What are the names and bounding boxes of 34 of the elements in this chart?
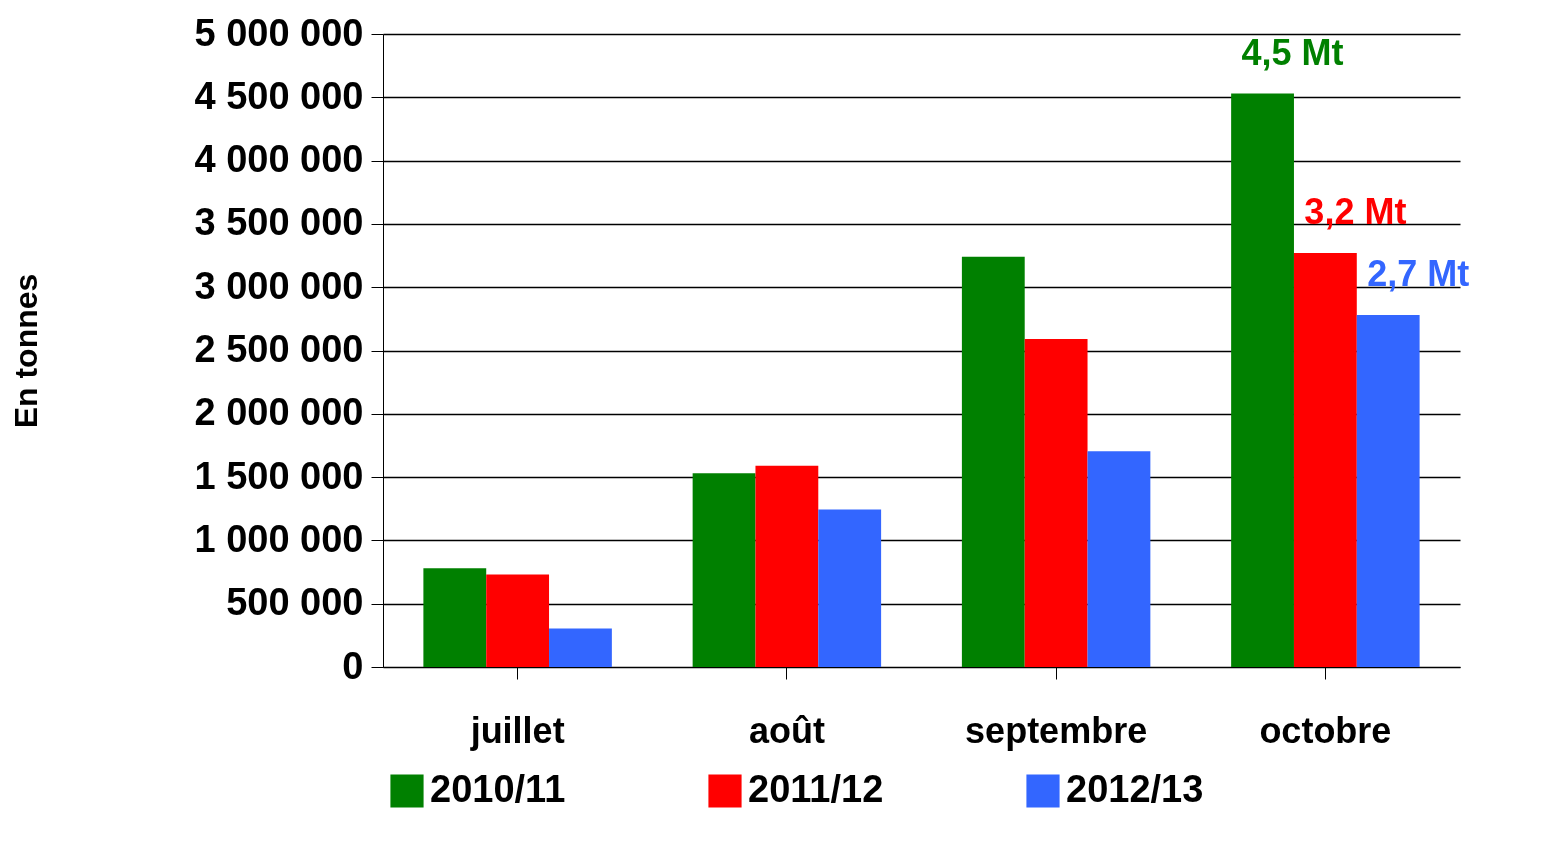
y-tick-label: 2 500 000 — [194, 328, 364, 370]
bar — [755, 465, 819, 667]
x-tick-label: août — [748, 709, 825, 751]
legend-label: 2010/11 — [430, 768, 566, 810]
y-tick-label: 500 000 — [226, 581, 364, 624]
y-tick-label: 4 000 000 — [194, 138, 364, 181]
y-tick-label: 2 000 000 — [194, 391, 364, 434]
y-tick-label: 5 000 000 — [194, 11, 364, 54]
bar — [1293, 253, 1357, 667]
bar — [692, 473, 756, 667]
y-tick-label: 3 000 000 — [194, 264, 364, 307]
bar — [1231, 93, 1294, 667]
annotation: 4,5 Mt — [1241, 31, 1344, 73]
annotation: 2,7 Mt — [1367, 253, 1470, 295]
x-tick-label: juillet — [469, 709, 565, 751]
x-tick-label: septembre — [965, 709, 1148, 751]
y-tick-label: 4 500 000 — [194, 74, 364, 117]
y-tick-label: 0 — [342, 644, 364, 687]
bar — [1087, 451, 1151, 667]
y-axis-title: En tonnes — [8, 273, 45, 429]
bar — [549, 628, 612, 667]
bar — [423, 568, 487, 667]
legend-label: 2012/13 — [1066, 768, 1204, 810]
bar — [1356, 315, 1420, 667]
bar — [818, 509, 882, 667]
y-tick-label: 1 000 000 — [194, 517, 364, 560]
legend-label: 2011/12 — [748, 768, 884, 810]
x-tick-label: octobre — [1259, 709, 1392, 751]
bar — [1024, 339, 1088, 667]
bar — [961, 256, 1025, 667]
bar — [486, 574, 550, 667]
y-tick-label: 1 500 000 — [194, 454, 364, 497]
annotation: 3,2 Mt — [1304, 191, 1407, 233]
y-tick-label: 3 500 000 — [194, 201, 364, 244]
